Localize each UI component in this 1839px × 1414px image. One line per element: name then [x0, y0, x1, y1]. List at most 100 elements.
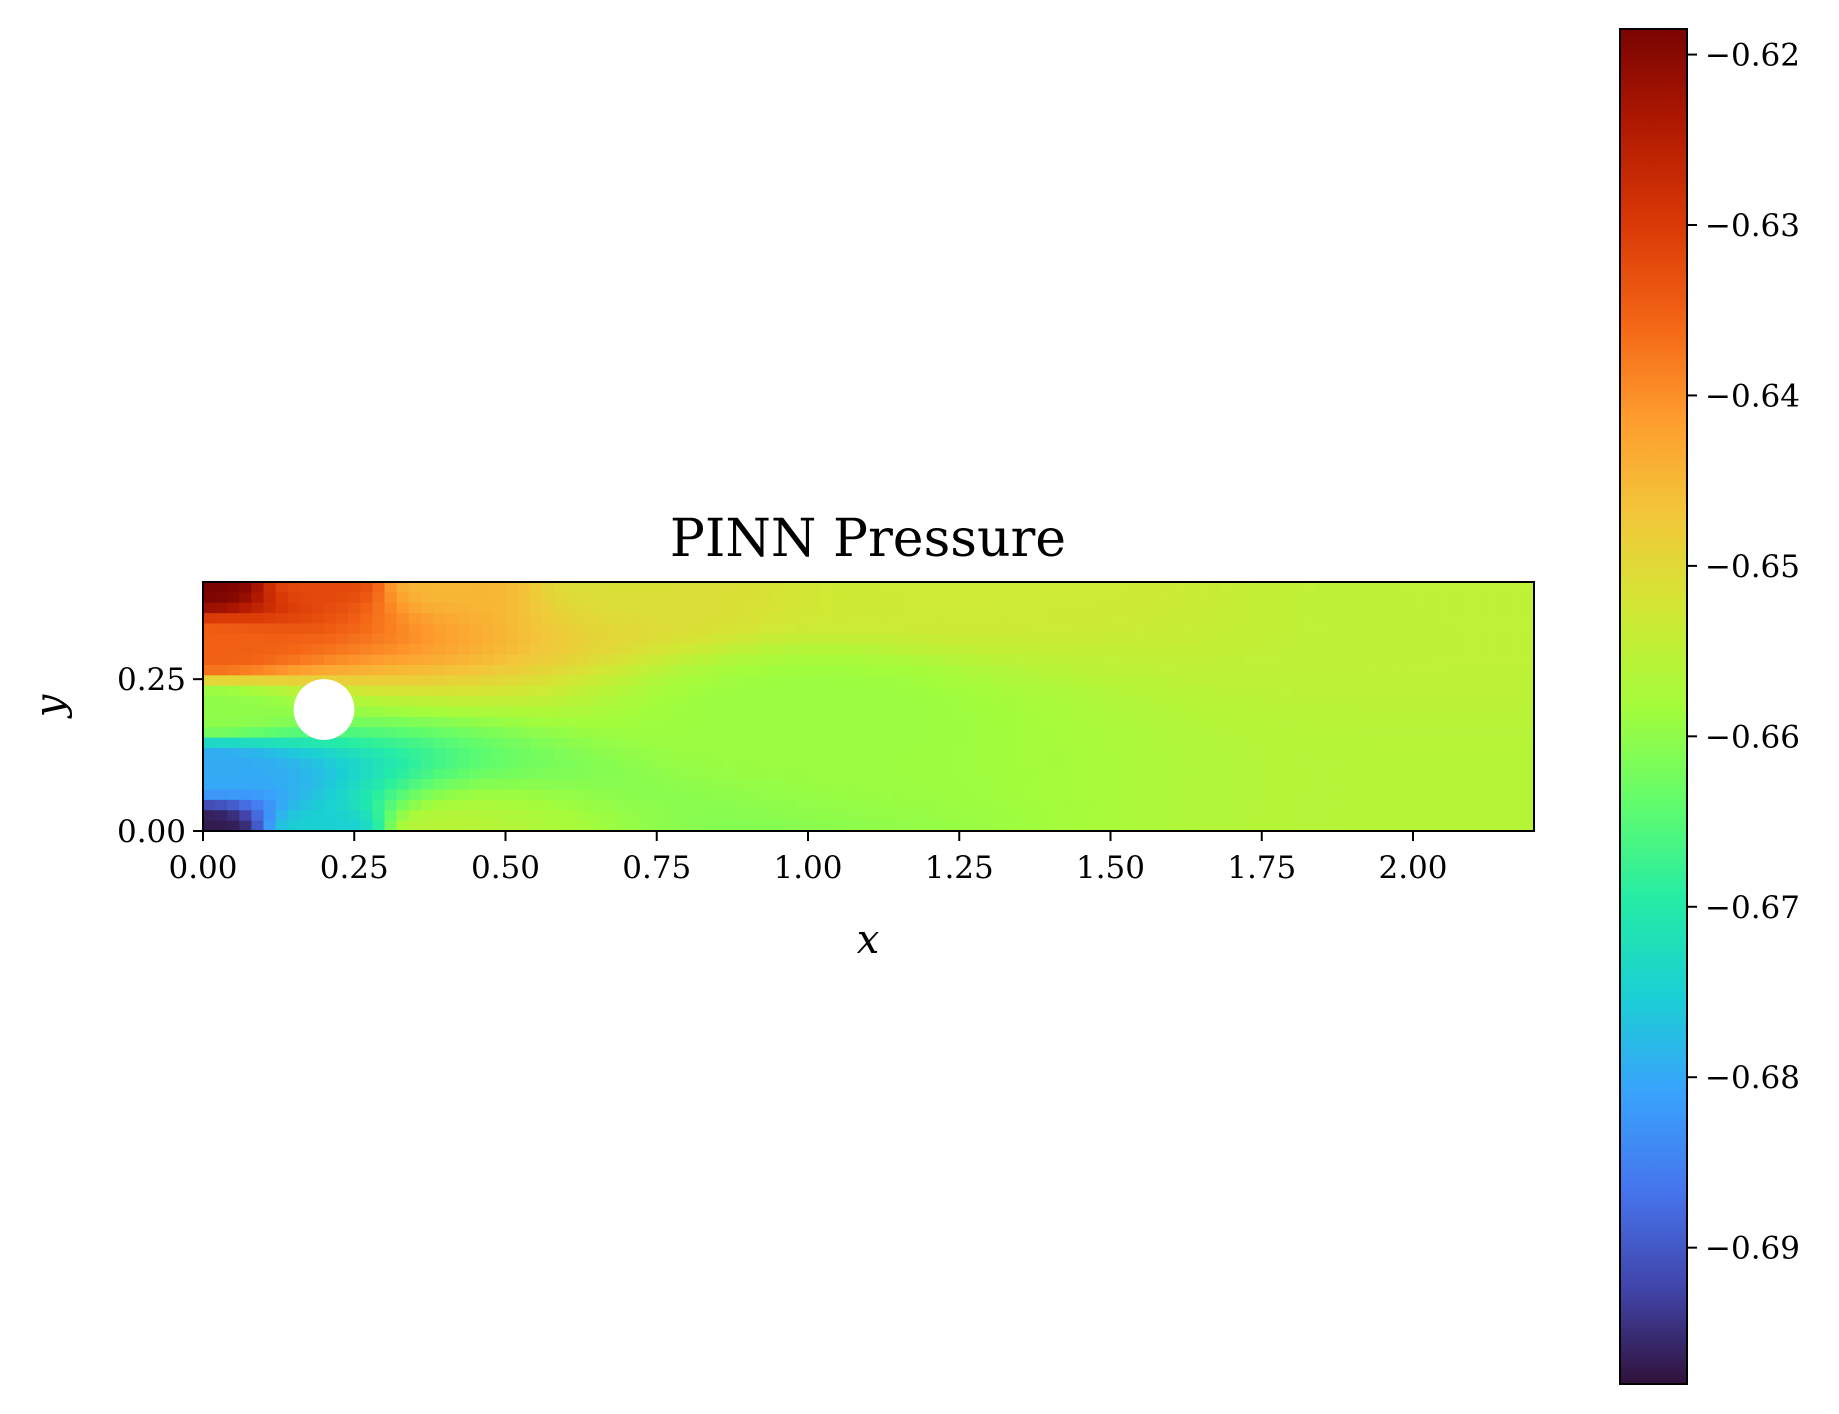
heatmap-cell: [1509, 675, 1523, 687]
heatmap-cell: [916, 706, 930, 718]
heatmap-cell: [759, 706, 773, 718]
heatmap-cell: [517, 582, 531, 593]
heatmap-cell: [1461, 685, 1475, 697]
heatmap-cell: [445, 716, 458, 728]
heatmap-cell: [1158, 644, 1172, 656]
heatmap-cell: [820, 768, 833, 780]
heatmap-cell: [553, 768, 567, 780]
heatmap-cell: [1171, 633, 1184, 645]
heatmap-cell: [1207, 706, 1220, 718]
heatmap-cell: [711, 768, 724, 780]
heatmap-cell: [1134, 716, 1148, 728]
heatmap-cell: [856, 820, 870, 831]
heatmap-cell: [832, 582, 845, 593]
heatmap-cell: [1098, 716, 1112, 728]
heatmap-cell: [408, 644, 422, 656]
heatmap-cell: [432, 592, 446, 604]
heatmap-cell: [469, 685, 482, 697]
heatmap-cell: [541, 737, 555, 749]
heatmap-cell: [953, 820, 966, 831]
heatmap-cell: [614, 613, 628, 625]
heatmap-cell: [1037, 758, 1051, 770]
heatmap-cell: [1231, 613, 1245, 625]
heatmap-cell: [1122, 675, 1136, 687]
heatmap-cell: [227, 613, 240, 625]
heatmap-cell: [1509, 685, 1523, 697]
heatmap-cell: [1086, 727, 1099, 739]
heatmap-cell: [553, 665, 567, 676]
heatmap-cell: [892, 789, 906, 801]
heatmap-cell: [1098, 592, 1112, 604]
heatmap-cell: [1376, 820, 1390, 831]
heatmap-cell: [1158, 716, 1172, 728]
heatmap-cell: [989, 644, 1003, 656]
heatmap-cell: [1509, 789, 1523, 801]
heatmap-cell: [1364, 613, 1378, 625]
heatmap-cell: [1400, 737, 1414, 749]
heatmap-cell: [432, 582, 446, 593]
heatmap-cell: [1122, 623, 1136, 635]
heatmap-cell: [941, 696, 954, 708]
heatmap-cell: [1304, 665, 1317, 676]
heatmap-cell: [227, 727, 240, 739]
heatmap-cell: [771, 644, 785, 656]
heatmap-cell: [614, 602, 628, 614]
heatmap-cell: [1195, 675, 1208, 687]
heatmap-cell: [1062, 758, 1075, 770]
heatmap-cell: [1062, 768, 1075, 780]
heatmap-cell: [1497, 633, 1511, 645]
heatmap-cell: [723, 737, 736, 749]
heatmap-cell: [1340, 665, 1354, 676]
heatmap-cell: [783, 810, 797, 822]
heatmap-cell: [1134, 675, 1148, 687]
heatmap-cell: [457, 675, 470, 687]
heatmap-cell: [1485, 613, 1499, 625]
heatmap-cell: [1098, 665, 1112, 676]
heatmap-cell: [1497, 820, 1511, 831]
heatmap-cell: [1098, 820, 1112, 831]
heatmap-cell: [505, 727, 519, 739]
heatmap-cell: [602, 799, 615, 811]
heatmap-cell: [904, 716, 918, 728]
heatmap-cell: [674, 716, 688, 728]
heatmap-cell: [432, 654, 446, 666]
heatmap-cell: [638, 737, 652, 749]
heatmap-cell: [1050, 789, 1063, 801]
heatmap-cell: [1473, 810, 1487, 822]
heatmap-cell: [1279, 727, 1293, 739]
heatmap-cell: [1158, 799, 1172, 811]
heatmap-cell: [820, 675, 833, 687]
heatmap-cell: [953, 644, 966, 656]
heatmap-cell: [215, 665, 228, 676]
heatmap-cell: [687, 602, 700, 614]
heatmap-cell: [1388, 799, 1402, 811]
heatmap-cell: [1001, 727, 1015, 739]
heatmap-cell: [1158, 779, 1172, 791]
heatmap-cell: [953, 623, 966, 635]
heatmap-cell: [457, 768, 470, 780]
heatmap-cell: [977, 799, 991, 811]
heatmap-cell: [1158, 602, 1172, 614]
heatmap-cell: [239, 737, 252, 749]
heatmap-cell: [420, 748, 434, 759]
heatmap-cell: [324, 758, 337, 770]
heatmap-cell: [1158, 592, 1172, 604]
heatmap-cell: [1376, 789, 1390, 801]
heatmap-cell: [1267, 633, 1281, 645]
heatmap-cell: [1001, 665, 1015, 676]
heatmap-cell: [1098, 768, 1112, 780]
heatmap-cell: [735, 592, 749, 604]
heatmap-cell: [1207, 758, 1220, 770]
heatmap-cell: [747, 737, 761, 749]
heatmap-cell: [432, 737, 446, 749]
heatmap-cell: [505, 644, 519, 656]
heatmap-cell: [372, 820, 386, 831]
heatmap-cell: [965, 737, 978, 749]
heatmap-cell: [299, 665, 313, 676]
heatmap-cell: [1279, 592, 1293, 604]
heatmap-cell: [263, 613, 277, 625]
heatmap-cell: [1110, 675, 1124, 687]
heatmap-cell: [372, 779, 386, 791]
heatmap-cell: [1037, 685, 1051, 697]
heatmap-cell: [892, 810, 906, 822]
